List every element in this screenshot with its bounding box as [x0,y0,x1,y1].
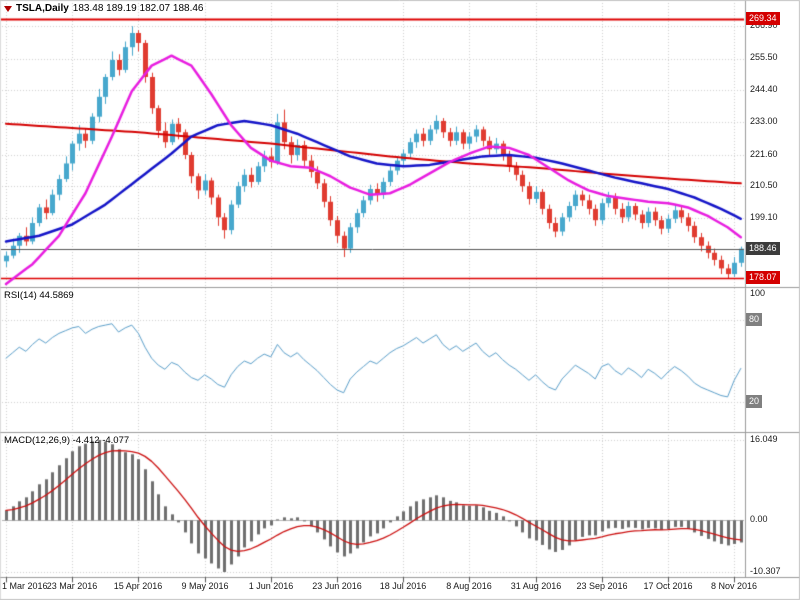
date-axis-label: 18 Jul 2016 [379,581,427,591]
date-axis-label: 8 Nov 2016 [710,581,758,591]
date-axis-label: 1 Mar 2016 [2,581,48,591]
price-axis-label: 244.40 [750,84,778,94]
ohlc-values: 183.48 189.19 182.07 188.46 [72,3,204,14]
price-axis-label: 221.60 [750,149,778,159]
chart-title: TSLA,Daily 183.48 189.19 182.07 188.46 [4,3,203,14]
price-axis-label: 266.90 [750,20,778,30]
macd-axis-max: 16.049 [750,434,778,444]
date-axis-label: 23 Jun 2016 [312,581,362,591]
high-line-badge: 269.34 [746,12,780,25]
rsi-level-80-badge: 80 [746,313,763,326]
date-axis-label: 31 Aug 2016 [510,581,562,591]
macd-axis-min: -10.307 [750,566,781,576]
macd-axis-zero: 0.00 [750,514,768,524]
price-axis-label: 233.00 [750,116,778,126]
date-axis-label: 1 Jun 2016 [248,581,294,591]
price-axis-label: 210.50 [750,180,778,190]
rsi-indicator-label: RSI(14) 44.5869 [4,290,74,301]
low-line-badge: 178.07 [746,271,780,284]
rsi-axis-100: 100 [750,288,766,298]
date-axis-label: 23 Sep 2016 [576,581,628,591]
macd-indicator-label: MACD(12,26,9) -4.412 -4.077 [4,435,130,446]
current-price-badge: 188.46 [746,242,780,255]
symbol-timeframe-label: TSLA,Daily [16,3,69,14]
date-axis-label: 8 Aug 2016 [446,581,492,591]
rsi-level-20-badge: 20 [746,395,763,408]
price-axis-label: 199.10 [750,212,778,222]
date-axis-label: 17 Oct 2016 [643,581,693,591]
price-axis-label: 255.50 [750,52,778,62]
date-axis-label: 9 May 2016 [181,581,229,591]
date-axis-label: 23 Mar 2016 [46,581,98,591]
one-click-trading-icon[interactable] [4,5,12,12]
date-axis-label: 15 Apr 2016 [113,581,163,591]
